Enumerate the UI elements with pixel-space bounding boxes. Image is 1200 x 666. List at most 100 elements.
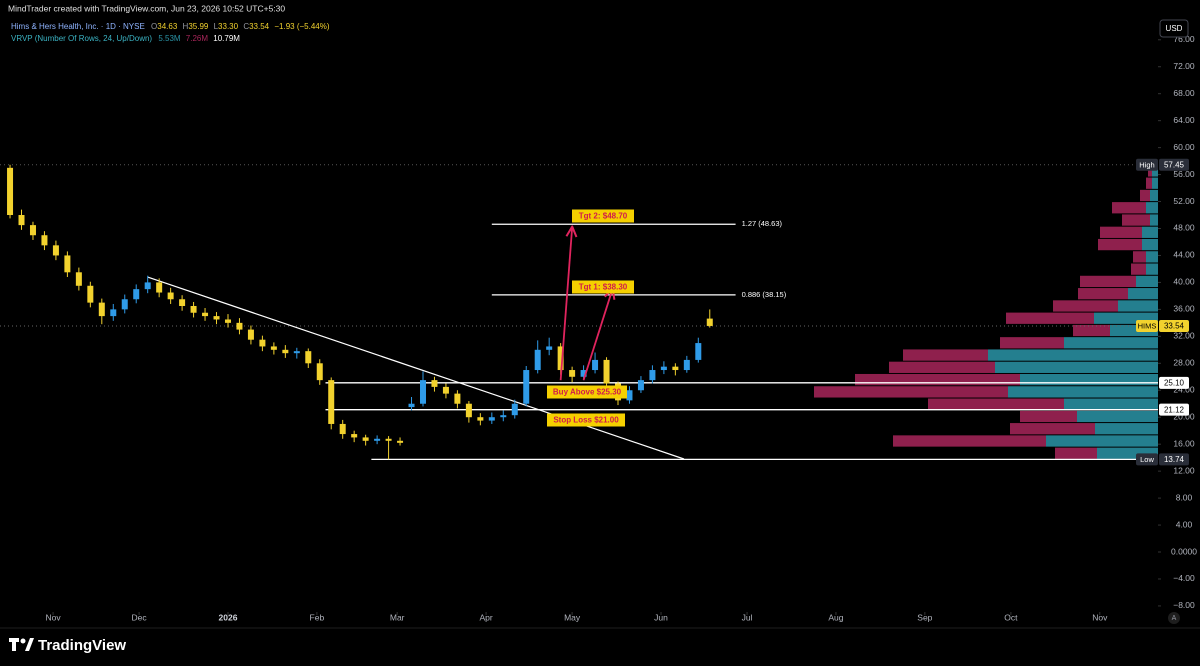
candle-body (339, 423, 346, 435)
x-tick-label: Feb (310, 612, 325, 622)
candle-body (190, 306, 197, 313)
y-tick-label: 24.00 (1173, 385, 1195, 395)
profile-up (1046, 435, 1158, 447)
indicator-value: 5.53M (158, 34, 181, 43)
support-value: 21.12 (1164, 405, 1185, 414)
y-tick-label: 36.00 (1173, 304, 1195, 314)
currency-button[interactable] (1159, 19, 1189, 38)
ohlc-value: 33.30 (218, 22, 239, 31)
candle-body (706, 318, 713, 326)
watermark: MindTrader created with TradingView.com,… (8, 3, 285, 13)
last-value: 33.54 (1164, 322, 1185, 331)
candle-body (282, 349, 289, 354)
candle-body (202, 312, 209, 317)
y-tick-label: 48.00 (1173, 223, 1195, 233)
profile-down (928, 398, 1064, 410)
profile-down (1073, 324, 1110, 337)
profile-up (1150, 189, 1158, 202)
y-tick-label: 16.00 (1173, 438, 1195, 448)
candle-body (179, 299, 186, 306)
candle-body (465, 403, 472, 418)
symbol-legend: Hims & Hers Health, Inc. · 1D · NYSE O34… (11, 22, 330, 31)
annotation: Tgt 2: $48.70 (579, 212, 628, 221)
low-name: Low (1140, 455, 1154, 464)
candle-body (477, 417, 484, 421)
x-tick-label: Sep (917, 612, 932, 622)
y-tick-label: 8.00 (1176, 492, 1193, 502)
candle-body (41, 235, 48, 246)
annotation: Tgt 1: $38.30 (579, 283, 628, 292)
profile-down (1122, 214, 1150, 226)
indicator-value: 10.79M (213, 34, 240, 43)
high-name: High (1139, 160, 1154, 169)
y-tick-label: 72.00 (1173, 61, 1195, 71)
x-tick-label: Dec (132, 612, 148, 622)
profile-up (1136, 275, 1158, 288)
support-value: 25.10 (1164, 378, 1185, 387)
profile-up (1064, 398, 1158, 410)
candle-body (121, 299, 128, 310)
candle-body (637, 380, 644, 391)
high-value: 57.45 (1164, 160, 1185, 169)
candle-body (419, 380, 426, 404)
y-tick-label: 56.00 (1173, 169, 1195, 179)
auto-scale-label[interactable]: A (1172, 615, 1177, 622)
x-tick-label: Apr (479, 612, 492, 622)
profile-up (1008, 386, 1158, 398)
candle-body (442, 386, 449, 394)
candle-body (362, 437, 369, 441)
candle-body (695, 343, 702, 360)
candle-body (592, 359, 599, 371)
currency-label[interactable]: USD (1166, 24, 1183, 33)
candle-body (213, 316, 220, 320)
support-badge (1159, 376, 1189, 389)
y-tick-label: 52.00 (1173, 196, 1195, 206)
candle-body (557, 346, 564, 371)
candle-body (224, 319, 231, 323)
y-tick-label: 4.00 (1176, 519, 1193, 529)
profile-up (1064, 337, 1158, 349)
candle-body (110, 309, 117, 317)
candle-body (626, 390, 633, 401)
annotation: Buy Above $25.30 (553, 388, 622, 397)
profile-up (1152, 165, 1158, 177)
candle-body (236, 322, 243, 330)
change: −1.93 (−5.44%) (274, 22, 329, 31)
candle-body (29, 225, 36, 236)
candle-body (293, 351, 300, 354)
annotation-box (547, 413, 625, 427)
candle-body (649, 370, 656, 381)
fib-label: 1.27 (48.63) (742, 219, 783, 228)
profile-down (1140, 189, 1150, 202)
profile-down (903, 349, 988, 361)
low-tag (1136, 453, 1158, 466)
profile-up (1146, 251, 1158, 263)
y-tick-label: 20.00 (1173, 411, 1195, 421)
profile-down (1098, 238, 1142, 251)
indicator-name: VRVP (Number Of Rows, 24, Up/Down) (11, 34, 152, 43)
profile-up (1094, 312, 1158, 324)
candle-body (64, 255, 71, 273)
profile-up (988, 349, 1158, 361)
fib-label: 0.886 (38.15) (742, 290, 787, 299)
candle-body (247, 329, 254, 340)
candle-body (397, 440, 404, 443)
profile-up (995, 361, 1158, 373)
candle-body (660, 366, 667, 371)
x-tick-label: Aug (828, 612, 843, 622)
ohlc-key: H (183, 22, 189, 31)
candle-body (316, 363, 323, 381)
high-tag (1136, 158, 1158, 171)
y-tick-label: 44.00 (1173, 250, 1195, 260)
annotation-box (572, 209, 634, 223)
candle-body (87, 285, 94, 303)
y-tick-label: 0.0000 (1171, 546, 1197, 556)
profile-up (1110, 324, 1158, 337)
support-badge (1159, 403, 1189, 416)
candle-body (328, 380, 335, 424)
profile-up (1152, 177, 1158, 189)
candle-body (454, 393, 461, 404)
y-tick-label: 28.00 (1173, 358, 1195, 368)
auto-scale-button[interactable] (1168, 612, 1180, 624)
last-badge (1159, 319, 1189, 332)
